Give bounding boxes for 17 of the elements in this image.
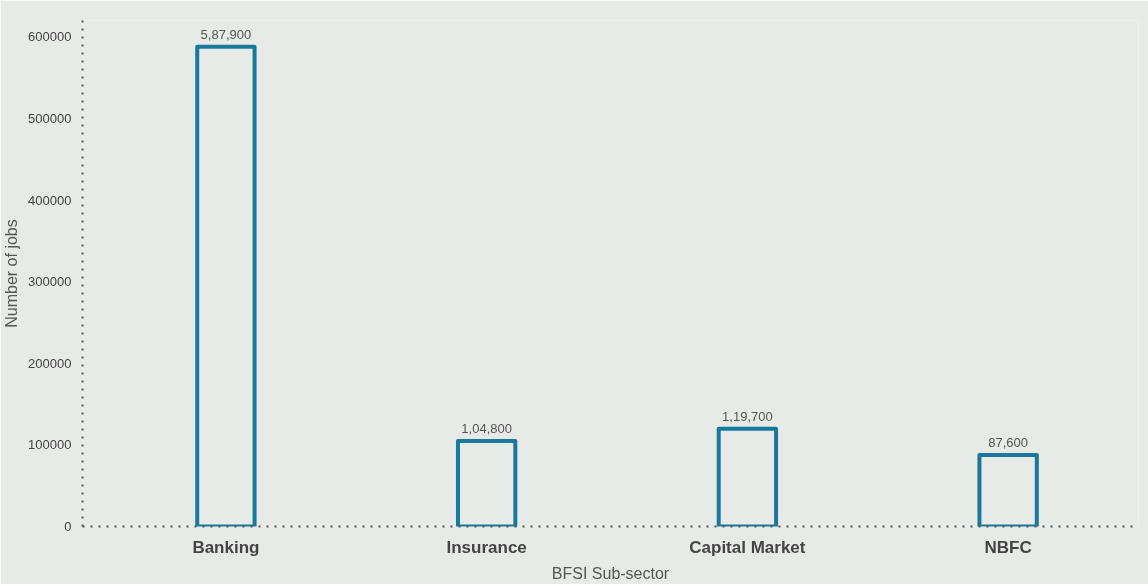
y-tick-label: 300000: [28, 274, 72, 290]
x-tick-label: Capital Market: [689, 537, 806, 557]
data-label: 1,04,800: [461, 420, 512, 436]
x-tick-label: Banking: [192, 537, 260, 557]
x-tick-label: Insurance: [446, 537, 527, 557]
y-tick-label: 200000: [28, 355, 72, 371]
data-label: 87,600: [988, 435, 1029, 451]
y-tick-label: 100000: [28, 437, 72, 453]
y-tick-label: 0: [64, 519, 72, 534]
y-axis-title: Number of jobs: [3, 219, 21, 328]
data-label: 1,19,700: [722, 408, 773, 424]
y-tick-label: 400000: [28, 192, 72, 208]
data-label: 5,87,900: [200, 26, 252, 42]
x-tick-label: NBFC: [984, 537, 1032, 557]
y-tick-label: 500000: [28, 110, 72, 126]
x-axis-title: BFSI Sub-sector: [551, 564, 670, 582]
y-tick-label: 600000: [28, 29, 72, 45]
